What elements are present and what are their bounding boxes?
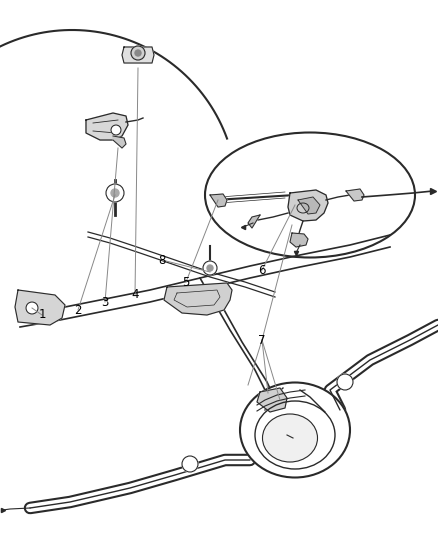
Polygon shape: [288, 190, 328, 221]
Text: 8: 8: [158, 254, 166, 266]
Polygon shape: [257, 388, 287, 412]
Text: 5: 5: [182, 276, 190, 288]
Circle shape: [111, 189, 119, 197]
Text: 4: 4: [131, 288, 139, 302]
Text: 2: 2: [74, 303, 82, 317]
Circle shape: [135, 50, 141, 56]
Polygon shape: [15, 290, 65, 325]
Polygon shape: [290, 233, 308, 247]
Text: 6: 6: [258, 263, 266, 277]
Polygon shape: [298, 197, 320, 214]
Circle shape: [207, 265, 213, 271]
Circle shape: [337, 374, 353, 390]
Ellipse shape: [240, 383, 350, 478]
Polygon shape: [86, 113, 128, 140]
Text: 1: 1: [38, 309, 46, 321]
Polygon shape: [346, 189, 364, 201]
Ellipse shape: [262, 414, 318, 462]
Polygon shape: [122, 47, 154, 63]
Polygon shape: [210, 194, 227, 207]
Circle shape: [26, 302, 38, 314]
Text: 3: 3: [101, 295, 109, 309]
Circle shape: [106, 184, 124, 202]
Polygon shape: [113, 136, 126, 148]
Polygon shape: [248, 215, 260, 228]
Circle shape: [131, 46, 145, 60]
Circle shape: [111, 125, 121, 135]
Polygon shape: [164, 283, 232, 315]
Circle shape: [203, 261, 217, 275]
Text: 7: 7: [258, 334, 266, 346]
Circle shape: [182, 456, 198, 472]
